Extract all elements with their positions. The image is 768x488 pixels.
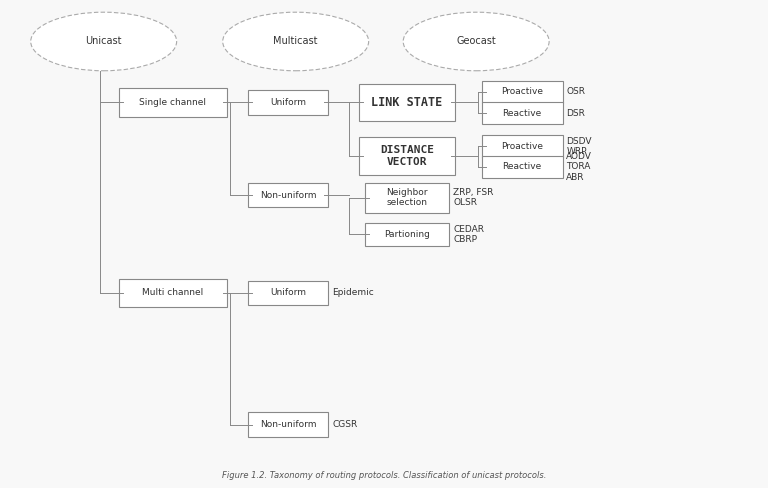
Ellipse shape [223, 12, 369, 71]
FancyBboxPatch shape [247, 281, 329, 305]
FancyBboxPatch shape [119, 88, 227, 117]
Text: ZRP, FSR
OLSR: ZRP, FSR OLSR [453, 188, 494, 207]
FancyBboxPatch shape [365, 183, 449, 213]
Text: OSR: OSR [567, 87, 585, 96]
Text: Non-uniform: Non-uniform [260, 191, 316, 200]
Text: Reactive: Reactive [502, 163, 542, 171]
FancyBboxPatch shape [482, 156, 562, 178]
FancyBboxPatch shape [359, 84, 455, 121]
Text: Uniform: Uniform [270, 288, 306, 297]
FancyBboxPatch shape [247, 90, 329, 115]
Text: DSDV
WRP: DSDV WRP [567, 137, 592, 156]
FancyBboxPatch shape [359, 137, 455, 175]
FancyBboxPatch shape [482, 81, 562, 103]
Text: Single channel: Single channel [139, 98, 207, 107]
Text: Figure 1.2. Taxonomy of routing protocols. Classification of unicast protocols.: Figure 1.2. Taxonomy of routing protocol… [222, 471, 546, 480]
FancyBboxPatch shape [482, 102, 562, 124]
Ellipse shape [403, 12, 549, 71]
Text: Epidemic: Epidemic [332, 288, 374, 297]
FancyBboxPatch shape [247, 183, 329, 207]
Text: Proactive: Proactive [502, 87, 543, 96]
Text: DISTANCE
VECTOR: DISTANCE VECTOR [380, 145, 434, 167]
Text: Geocast: Geocast [456, 37, 496, 46]
Text: Reactive: Reactive [502, 109, 542, 118]
FancyBboxPatch shape [482, 135, 562, 158]
Text: Non-uniform: Non-uniform [260, 420, 316, 429]
Text: LINK STATE: LINK STATE [372, 96, 442, 109]
Text: DSR: DSR [567, 109, 585, 118]
Text: Proactive: Proactive [502, 142, 543, 151]
Text: CEDAR
CBRP: CEDAR CBRP [453, 224, 484, 244]
Text: Multi channel: Multi channel [142, 288, 204, 297]
Text: Unicast: Unicast [85, 37, 122, 46]
Text: Uniform: Uniform [270, 98, 306, 107]
FancyBboxPatch shape [119, 279, 227, 307]
Text: Neighbor
selection: Neighbor selection [386, 188, 428, 207]
Text: AODV
TORA
ABR: AODV TORA ABR [567, 152, 592, 182]
Text: Multicast: Multicast [273, 37, 318, 46]
Ellipse shape [31, 12, 177, 71]
FancyBboxPatch shape [247, 412, 329, 437]
FancyBboxPatch shape [365, 223, 449, 246]
Text: CGSR: CGSR [332, 420, 357, 429]
Text: Partioning: Partioning [384, 230, 430, 239]
